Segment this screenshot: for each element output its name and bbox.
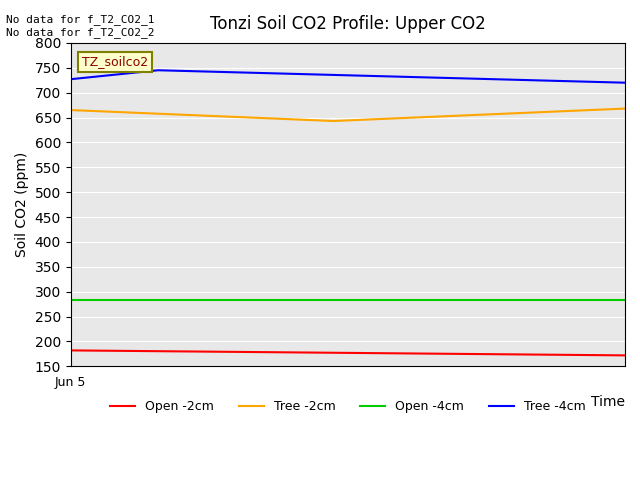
Title: Tonzi Soil CO2 Profile: Upper CO2: Tonzi Soil CO2 Profile: Upper CO2 [210, 15, 486, 33]
Text: TZ_soilco2: TZ_soilco2 [82, 56, 148, 69]
Y-axis label: Soil CO2 (ppm): Soil CO2 (ppm) [15, 152, 29, 257]
X-axis label: Time: Time [591, 395, 625, 408]
Text: No data for f_T2_CO2_1
No data for f_T2_CO2_2: No data for f_T2_CO2_1 No data for f_T2_… [6, 14, 155, 38]
Legend: Open -2cm, Tree -2cm, Open -4cm, Tree -4cm: Open -2cm, Tree -2cm, Open -4cm, Tree -4… [105, 396, 591, 418]
